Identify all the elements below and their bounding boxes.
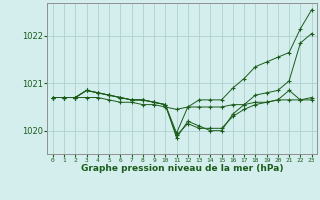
X-axis label: Graphe pression niveau de la mer (hPa): Graphe pression niveau de la mer (hPa) <box>81 164 284 173</box>
